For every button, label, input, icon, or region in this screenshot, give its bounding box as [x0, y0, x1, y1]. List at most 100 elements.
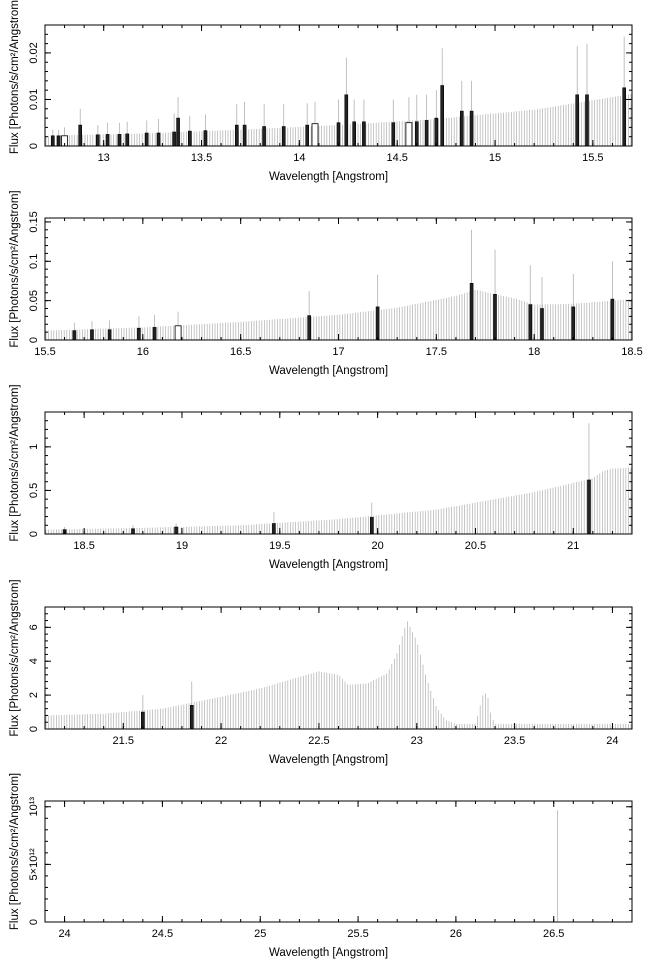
x-axis: 21.5 22 22.5 23 23.5 24 [44, 607, 633, 747]
data-bar [125, 133, 129, 147]
x-tick-label: 25 [254, 928, 266, 940]
y-axis: 0 5×10¹² 10¹³ [28, 797, 632, 925]
x-tick-label: 26 [450, 928, 462, 940]
panel-5: 24 24.5 25 25.5 26 26.5 0 5×10¹² 10¹³ Wavelength … [9, 773, 633, 959]
x-tick-label: 23 [411, 735, 423, 747]
data-bar [78, 124, 82, 147]
y-tick-label: 0.5 [28, 483, 40, 498]
panel-1: 13 13.5 14 14.5 15 15.5 0 0.01 0.02 Wavelength [A… [9, 0, 633, 183]
y-tick-label: 0 [28, 919, 40, 925]
y-tick-label: 4 [28, 658, 40, 664]
data-bar [375, 306, 380, 341]
data-bar [362, 121, 366, 147]
data-bar [391, 122, 396, 147]
data-bar [176, 117, 180, 147]
data-points [72, 229, 615, 341]
x-axis: 24 24.5 25 25.5 26 26.5 [44, 801, 633, 940]
x-axis-title: Wavelength [Angstrom] [269, 947, 388, 959]
x-tick-label: 17.5 [426, 346, 447, 358]
data-bar [56, 135, 61, 147]
model-fill [45, 289, 632, 340]
data-bar [528, 304, 533, 341]
data-bar [405, 122, 413, 147]
data-bar [281, 126, 286, 147]
data-bar [262, 126, 266, 147]
data-bar [585, 94, 589, 147]
data-bar [571, 306, 576, 341]
x-axis-title: Wavelength [Angstrom] [269, 171, 388, 183]
data-points [141, 681, 194, 730]
data-bar [107, 329, 112, 341]
x-tick-label: 15.5 [582, 152, 603, 164]
y-axis-title: Flux [Photons/s/cm²/Angstrom] [9, 0, 21, 154]
data-bar [493, 293, 497, 341]
data-bar [105, 134, 110, 147]
data-bar [540, 308, 544, 341]
panel-2: 15.5 16 16.5 17 17.5 18 18.5 0 0.05 0.1 0.15 Wavele… [9, 190, 643, 377]
data-bar [305, 124, 310, 147]
data-bar [172, 131, 176, 147]
x-tick-label: 17 [332, 346, 344, 358]
data-bar [424, 120, 429, 147]
data-bar [587, 479, 591, 535]
x-axis: 15.5 16 16.5 17 17.5 18 18.5 [34, 218, 643, 358]
x-axis: 18.5 19 19.5 20 20.5 21 [44, 412, 633, 552]
x-tick-label: 16.5 [230, 346, 251, 358]
y-axis-title: Flux [Photons/s/cm²/Angstrom] [9, 384, 21, 541]
data-bar [137, 327, 141, 341]
x-tick-label: 19.5 [269, 540, 290, 552]
x-tick-label: 22 [215, 735, 227, 747]
plot-frame [44, 217, 633, 341]
data-bar [352, 121, 357, 147]
x-tick-label: 21 [567, 540, 579, 552]
data-bar [434, 117, 439, 147]
x-axis-title: Wavelength [Angstrom] [269, 754, 388, 766]
x-tick-label: 21.5 [113, 735, 134, 747]
data-bar [174, 526, 178, 535]
y-tick-label: 2 [28, 692, 40, 698]
x-tick-label: 16 [137, 346, 149, 358]
data-bar [50, 135, 55, 147]
data-bar [575, 94, 580, 147]
y-tick-label: 1 [28, 444, 40, 450]
y-tick-label: 0 [28, 337, 40, 343]
data-bar [131, 528, 135, 535]
data-bar [190, 704, 194, 730]
x-tick-label: 24 [58, 928, 70, 940]
y-tick-label: 0.05 [28, 290, 40, 311]
y-axis-title: Flux [Photons/s/cm²/Angstrom] [9, 773, 21, 930]
data-bar [152, 327, 157, 341]
y-axis: 0 0.01 0.02 [28, 24, 632, 149]
y-axis-title: Flux [Photons/s/cm²/Angstrom] [9, 190, 21, 347]
model-fill [45, 467, 632, 534]
x-tick-label: 26.5 [543, 928, 564, 940]
x-axis-title: Wavelength [Angstrom] [269, 559, 388, 571]
plot-frame [44, 411, 633, 535]
y-tick-label: 5×10¹² [28, 848, 40, 880]
x-tick-label: 24.5 [152, 928, 173, 940]
x-tick-label: 19 [176, 540, 188, 552]
y-axis: 0 0.05 0.1 0.15 [28, 211, 632, 343]
y-axis: 00.51 [28, 411, 632, 537]
y-tick-label: 0.02 [28, 42, 40, 63]
data-bar [459, 110, 464, 147]
x-tick-label: 13.5 [191, 152, 212, 164]
x-axis: 13 13.5 14 14.5 15 15.5 [44, 25, 633, 164]
data-bar [440, 85, 445, 147]
x-axis-title: Wavelength [Angstrom] [269, 365, 388, 377]
data-bar [414, 121, 419, 147]
y-tick-label: 0 [28, 726, 40, 732]
data-bar [469, 282, 474, 341]
data-bar [242, 124, 247, 147]
data-bar [369, 517, 374, 535]
data-bar [117, 134, 122, 147]
x-tick-label: 18.5 [621, 346, 642, 358]
y-tick-label: 0 [28, 143, 40, 149]
data-bar [344, 94, 349, 147]
y-tick-label: 6 [28, 624, 40, 630]
x-tick-label: 23.5 [504, 735, 525, 747]
x-tick-label: 13 [98, 152, 110, 164]
data-bar [174, 325, 182, 341]
